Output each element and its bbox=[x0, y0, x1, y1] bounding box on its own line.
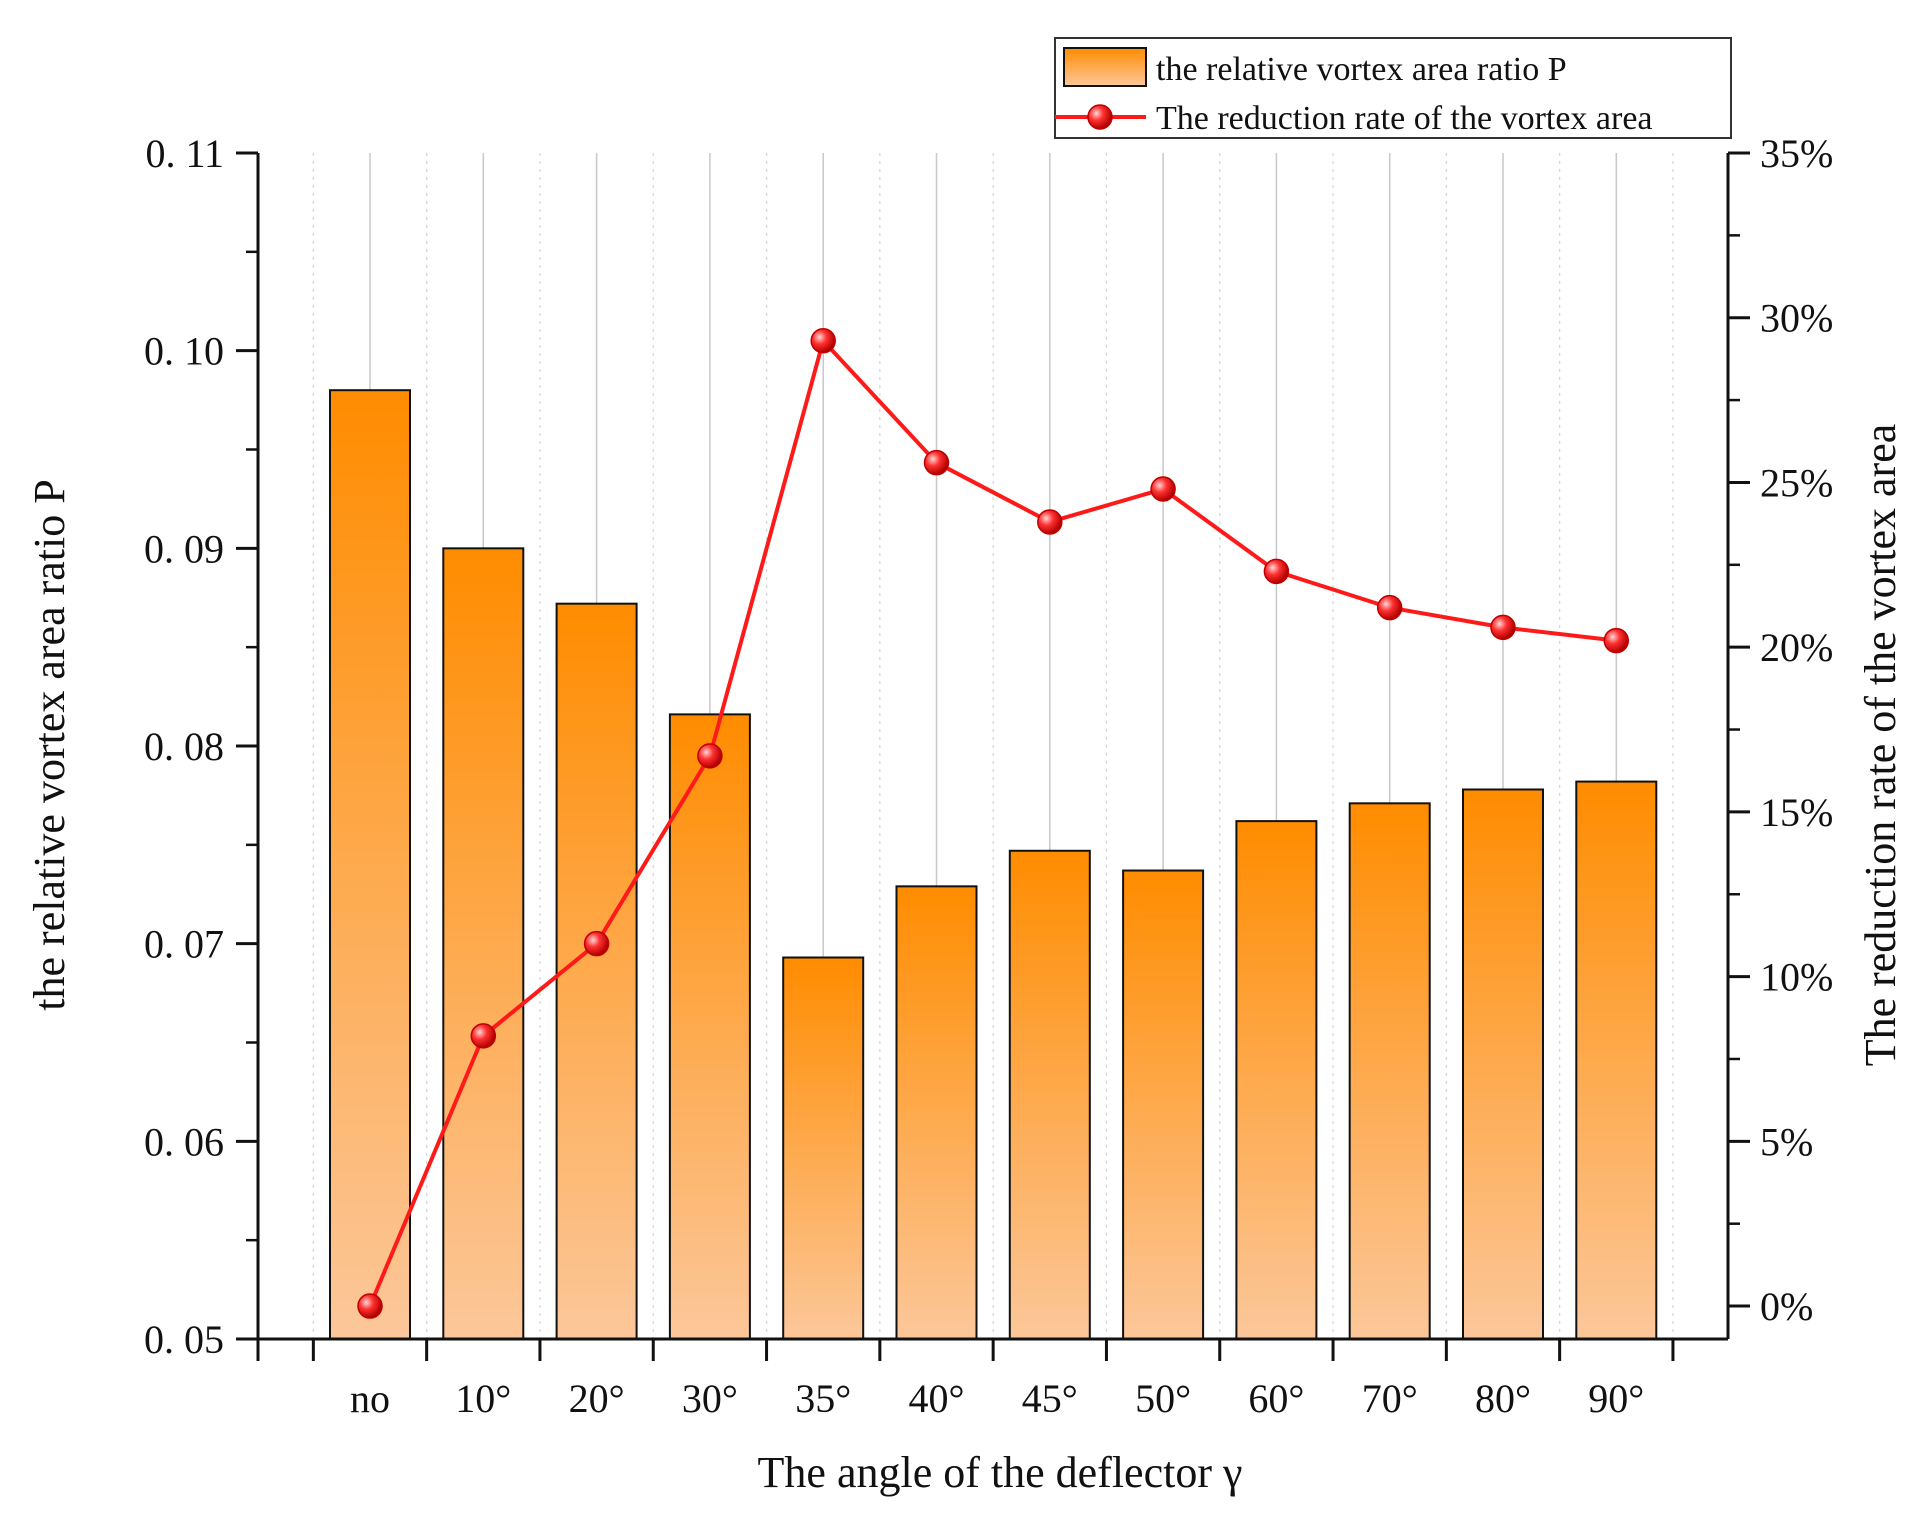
line-point-6 bbox=[1037, 509, 1063, 535]
x-tick-label-10: 80° bbox=[1475, 1376, 1531, 1421]
line-point-1 bbox=[470, 1023, 497, 1049]
right-tick-label: 30% bbox=[1760, 296, 1833, 341]
line-point-8 bbox=[1263, 558, 1290, 585]
left-tick-label: 0. 09 bbox=[144, 526, 224, 571]
bar-5 bbox=[895, 885, 978, 1340]
right-tick-label: 20% bbox=[1760, 625, 1833, 670]
right-tick-label: 10% bbox=[1760, 955, 1833, 1000]
line-point-7 bbox=[1150, 476, 1176, 502]
line-point-0 bbox=[357, 1293, 383, 1319]
bar-8 bbox=[1235, 820, 1318, 1340]
left-axis-title: the relative vortex area ratio P bbox=[25, 479, 74, 1010]
axes: 0. 05 0. 06 0. 07 0. 08 0. 09 0. 10 0. 11 0% 5% 1… bbox=[144, 131, 1833, 1421]
bar-series bbox=[329, 389, 1658, 1341]
bar-10 bbox=[1462, 788, 1544, 1340]
legend-line-label: The reduction rate of the vortex area bbox=[1156, 100, 1653, 137]
left-tick-label: 0. 06 bbox=[144, 1119, 224, 1164]
line-point-5 bbox=[923, 449, 950, 476]
bar-0 bbox=[329, 389, 411, 1340]
right-tick-label: 0% bbox=[1760, 1284, 1813, 1329]
x-tick-label-3: 30° bbox=[682, 1376, 738, 1421]
bar-1 bbox=[442, 547, 525, 1340]
x-tick-label-7: 50° bbox=[1135, 1376, 1191, 1421]
right-tick-label: 25% bbox=[1760, 460, 1833, 505]
bar-11 bbox=[1575, 780, 1658, 1340]
legend-bar-swatch bbox=[1063, 47, 1147, 87]
x-tick-label-9: 70° bbox=[1362, 1376, 1418, 1421]
x-tick-label-4: 35° bbox=[795, 1376, 851, 1421]
x-tick-label-8: 60° bbox=[1248, 1376, 1304, 1421]
grid-lines bbox=[312, 153, 1674, 1339]
legend-box bbox=[1054, 37, 1732, 139]
bar-6 bbox=[1008, 849, 1091, 1340]
left-tick-label: 0. 11 bbox=[145, 131, 224, 176]
bar-7 bbox=[1122, 869, 1205, 1341]
left-tick-label: 0. 08 bbox=[144, 724, 224, 769]
line-series bbox=[357, 328, 1630, 1319]
right-axis-title: The reduction rate of the vortex area bbox=[1856, 424, 1905, 1067]
left-tick-label: 0. 05 bbox=[144, 1317, 224, 1362]
bar-4 bbox=[782, 956, 865, 1341]
x-tick-label-1: 10° bbox=[455, 1376, 511, 1421]
x-tick-label-11: 90° bbox=[1588, 1376, 1644, 1421]
left-tick-label: 0. 10 bbox=[144, 329, 224, 374]
line-point-10 bbox=[1490, 614, 1516, 641]
line-point-4 bbox=[810, 328, 836, 354]
line-point-2 bbox=[583, 930, 610, 957]
x-tick-label-0: no bbox=[350, 1376, 390, 1421]
bar-2 bbox=[555, 602, 638, 1340]
bar-3 bbox=[668, 713, 751, 1340]
x-tick-label-2: 20° bbox=[569, 1376, 625, 1421]
line-point-3 bbox=[697, 743, 723, 769]
legend: the relative vortex area ratio P The red… bbox=[1054, 37, 1732, 139]
bar-9 bbox=[1348, 802, 1431, 1340]
legend-bar-label: the relative vortex area ratio P bbox=[1156, 51, 1567, 88]
x-axis-title: The angle of the deflector γ bbox=[758, 1448, 1243, 1497]
legend-line-marker bbox=[1087, 104, 1113, 130]
line-point-11 bbox=[1603, 627, 1630, 654]
right-tick-label: 35% bbox=[1760, 131, 1833, 176]
x-tick-label-6: 45° bbox=[1022, 1376, 1078, 1421]
right-tick-label: 5% bbox=[1760, 1119, 1813, 1164]
x-tick-label-5: 40° bbox=[909, 1376, 965, 1421]
series-line bbox=[368, 338, 1617, 1307]
left-tick-label: 0. 07 bbox=[144, 922, 224, 967]
line-point-9 bbox=[1376, 594, 1403, 621]
right-tick-label: 15% bbox=[1760, 790, 1833, 835]
